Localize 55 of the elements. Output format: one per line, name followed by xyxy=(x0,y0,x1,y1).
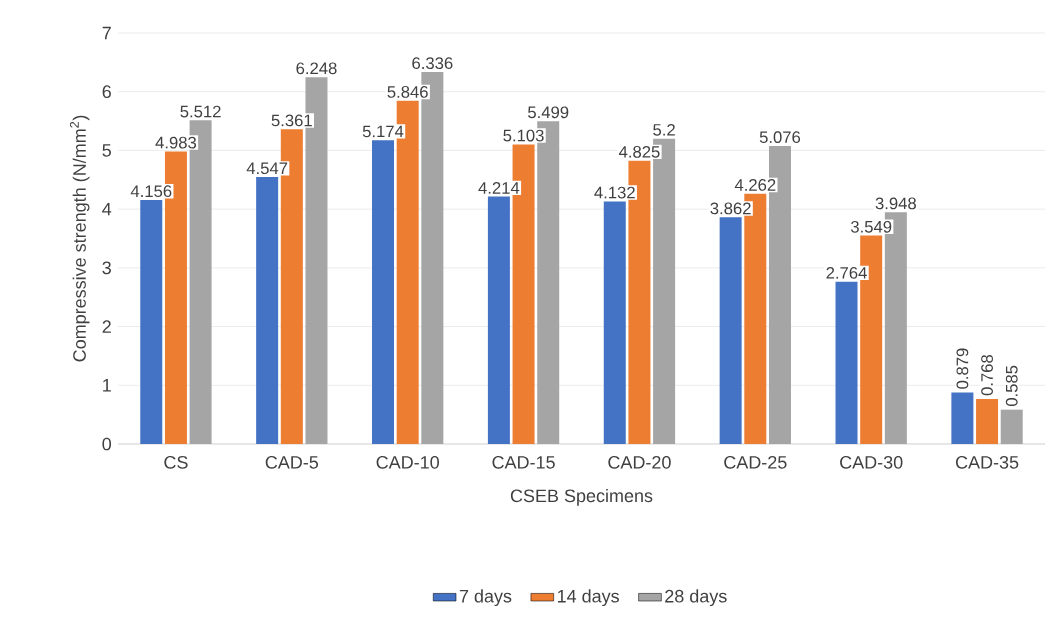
x-tick-label: CAD-25 xyxy=(724,455,787,469)
data-label: 6.248 xyxy=(296,62,337,75)
y-tick-label: 0 xyxy=(102,437,112,451)
data-label: 4.547 xyxy=(246,162,288,175)
data-label: 2.764 xyxy=(826,266,867,279)
data-label: 4.214 xyxy=(478,182,520,194)
data-label: 4.262 xyxy=(734,179,776,191)
bar xyxy=(719,217,742,444)
x-tick-label: CAD-20 xyxy=(608,455,671,469)
data-label: 4.132 xyxy=(594,186,635,199)
legend-label: 28 days xyxy=(665,589,727,607)
y-tick-label: 5 xyxy=(102,144,111,157)
bar xyxy=(140,199,163,444)
x-tick-label: CAD-15 xyxy=(492,455,555,469)
y-axis-title: Compressive strength (N/mm$^{2}$) xyxy=(69,115,90,362)
bar xyxy=(835,281,858,444)
bar xyxy=(487,196,510,444)
y-tick-label: 4 xyxy=(102,202,112,216)
bar xyxy=(256,177,279,444)
x-tick-label: CAD-30 xyxy=(840,455,903,469)
data-label: 5.361 xyxy=(271,114,312,127)
y-tick-label: 6 xyxy=(102,85,111,99)
data-label: 3.549 xyxy=(850,220,892,233)
x-tick-label: CAD-10 xyxy=(376,455,439,469)
data-label: 5.103 xyxy=(503,129,544,142)
data-label: 5.174 xyxy=(362,125,404,138)
data-label: 0.585 xyxy=(1005,365,1018,407)
x-tick-label: CAD-35 xyxy=(955,455,1019,469)
data-label: 5.499 xyxy=(528,106,569,119)
bar xyxy=(951,392,974,444)
data-label: 5.2 xyxy=(653,123,675,136)
x-tick-label: CS xyxy=(164,455,188,469)
y-tick-label: 3 xyxy=(102,261,111,275)
data-label: 6.336 xyxy=(412,57,453,70)
data-label: 4.983 xyxy=(155,136,197,149)
y-tick-label: 1 xyxy=(103,379,111,392)
data-label: 5.076 xyxy=(759,131,801,144)
data-label: 5.512 xyxy=(180,105,221,118)
data-label: 3.862 xyxy=(710,202,751,215)
data-label: 0.768 xyxy=(981,354,993,396)
x-axis-title: CSEB Specimens xyxy=(510,488,653,506)
legend-label: 7 days xyxy=(459,589,512,607)
y-tick-label: 2 xyxy=(102,320,111,333)
data-label: 4.825 xyxy=(618,145,660,158)
data-label: 4.156 xyxy=(130,185,172,198)
bar xyxy=(372,140,395,444)
bar xyxy=(1000,409,1023,444)
bar xyxy=(603,201,626,444)
data-label: 0.879 xyxy=(956,348,969,389)
data-label: 3.948 xyxy=(875,197,916,210)
legend-label: 14 days xyxy=(558,589,619,607)
bar xyxy=(976,398,999,444)
data-label: 5.846 xyxy=(387,86,428,98)
y-tick-label: 7 xyxy=(102,26,111,40)
x-tick-label: CAD-5 xyxy=(265,455,319,469)
